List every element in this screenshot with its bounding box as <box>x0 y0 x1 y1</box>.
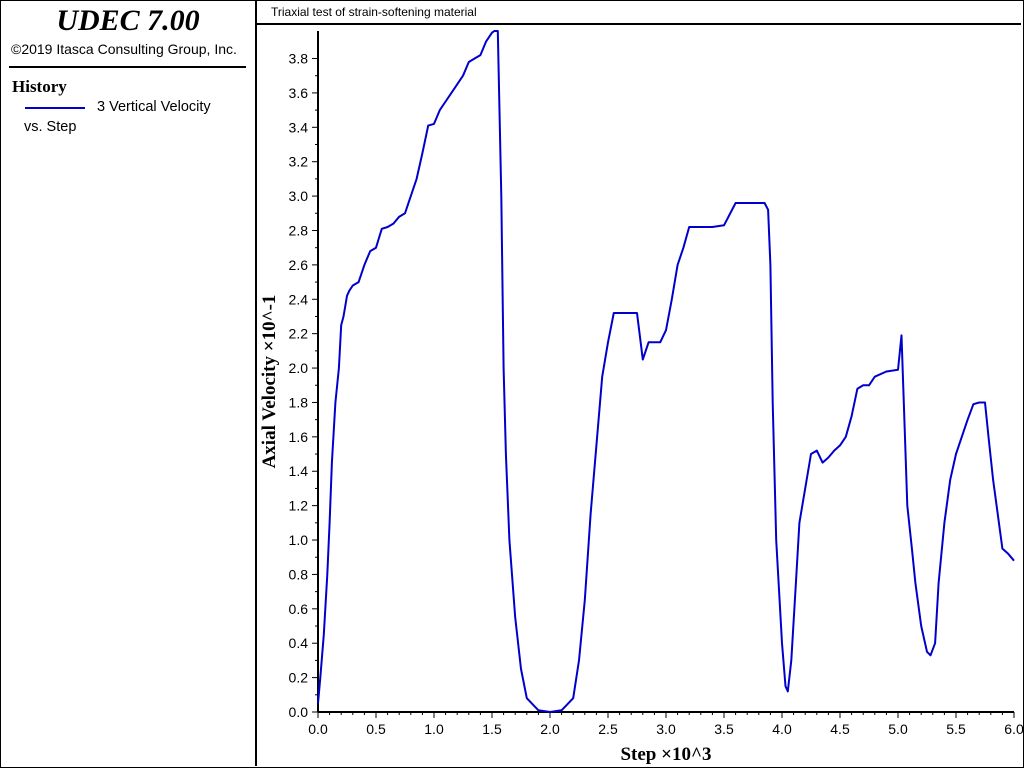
x-tick-label: 6.0 <box>1004 721 1023 737</box>
x-tick-label: 0.5 <box>366 721 386 737</box>
series-line-vertical-velocity <box>317 30 1015 713</box>
y-tick-label: 1.4 <box>289 463 309 479</box>
y-tick-label: 1.2 <box>289 498 309 514</box>
plot-caption: Triaxial test of strain-softening materi… <box>271 5 477 19</box>
y-tick-label: 3.4 <box>289 119 309 135</box>
x-tick-label: 4.0 <box>772 721 792 737</box>
x-tick-label: 2.5 <box>598 721 618 737</box>
y-tick-label: 2.2 <box>289 326 309 342</box>
y-tick-label: 2.6 <box>289 257 309 273</box>
plot-panel: Triaxial test of strain-softening materi… <box>257 1 1023 766</box>
copyright-text: ©2019 Itasca Consulting Group, Inc. <box>11 41 237 57</box>
x-tick-label: 4.5 <box>830 721 850 737</box>
plot-caption-bar: Triaxial test of strain-softening materi… <box>257 1 1021 25</box>
y-tick-label: 3.6 <box>289 85 309 101</box>
y-axis-title: Axial Velocity ×10^-1 <box>259 295 280 469</box>
y-tick-label: 3.8 <box>289 51 309 67</box>
y-tick-label: 3.0 <box>289 188 309 204</box>
y-tick-label: 0.4 <box>289 635 309 651</box>
x-tick-label: 1.5 <box>482 721 502 737</box>
x-axis-title: Step ×10^3 <box>620 744 711 765</box>
y-tick-label: 1.6 <box>289 429 309 445</box>
x-tick-label: 5.0 <box>888 721 908 737</box>
legend-divider <box>9 66 246 68</box>
y-tick-label: 1.8 <box>289 394 309 410</box>
y-tick-label: 0.2 <box>289 670 309 686</box>
app-title: UDEC 7.00 <box>56 4 200 37</box>
x-tick-label: 2.0 <box>540 721 560 737</box>
y-tick-label: 0.6 <box>289 601 309 617</box>
legend-versus-label: vs. Step <box>24 119 77 135</box>
y-tick-label: 0.8 <box>289 566 309 582</box>
y-tick-label: 2.0 <box>289 360 309 376</box>
y-tick-label: 3.2 <box>289 154 309 170</box>
x-tick-label: 5.5 <box>946 721 966 737</box>
legend-series-label: 3 Vertical Velocity <box>97 99 211 115</box>
y-tick-label: 2.8 <box>289 222 309 238</box>
y-tick-label: 2.4 <box>289 291 309 307</box>
x-tick-label: 0.0 <box>308 721 328 737</box>
history-heading: History <box>12 77 67 96</box>
line-chart: 0.0 0.2 0.4 0.6 0.8 1.0 1.2 1.4 1.6 1.8 2.0 2.2 2.4 2… <box>259 30 1023 765</box>
y-tick-label: 1.0 <box>289 532 309 548</box>
x-tick-label: 3.0 <box>656 721 676 737</box>
legend-line-swatch <box>25 107 85 109</box>
x-tick-label: 1.0 <box>424 721 444 737</box>
y-tick-label: 0.0 <box>289 704 309 720</box>
x-tick-label: 3.5 <box>714 721 734 737</box>
legend-panel: UDEC 7.00 ©2019 Itasca Consulting Group,… <box>1 1 257 766</box>
